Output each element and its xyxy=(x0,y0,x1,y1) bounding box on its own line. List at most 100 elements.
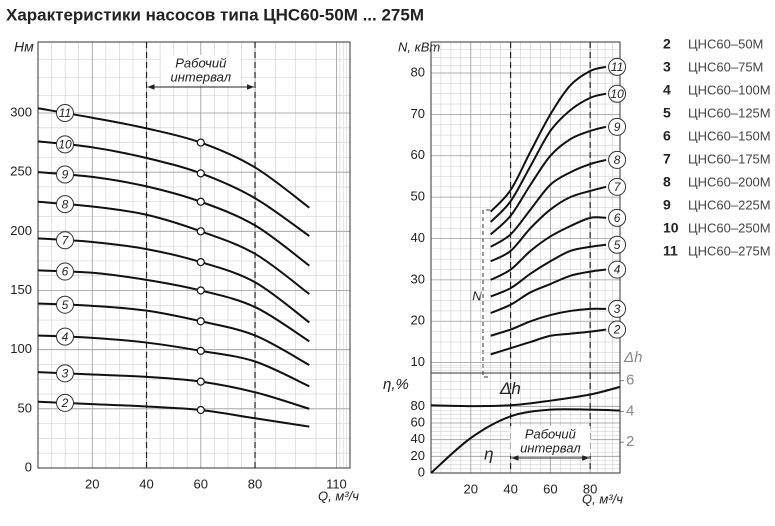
annotation-bg xyxy=(160,55,241,85)
series-label-bg xyxy=(608,260,627,279)
y-tick-label: 200 xyxy=(10,223,32,238)
series-label-bg xyxy=(608,150,627,169)
series-label: 10 xyxy=(58,138,72,152)
series-label: 2 xyxy=(61,396,69,410)
page-title: Характеристики насосов типа ЦНС60-50М ..… xyxy=(6,5,424,24)
y-tick-label: 60 xyxy=(411,414,425,429)
y-tick-label: 150 xyxy=(10,282,32,297)
curve xyxy=(490,328,607,356)
x-tick-label: 20 xyxy=(85,476,99,491)
y-tick-label: 30 xyxy=(411,271,425,286)
series-label: 6 xyxy=(614,211,621,225)
legend-name: ЦНС60–125М xyxy=(688,105,771,120)
curve xyxy=(37,269,310,343)
series-label-bg xyxy=(56,364,74,383)
curve xyxy=(37,371,310,410)
annotation: интервал xyxy=(170,69,231,84)
series-label: 11 xyxy=(59,106,71,120)
series-label: 6 xyxy=(62,265,69,279)
annotation: интервал xyxy=(520,440,581,455)
series-label-bg xyxy=(56,231,74,250)
series-label-bg xyxy=(56,195,74,214)
series-label-bg xyxy=(608,84,627,103)
curve xyxy=(490,307,607,337)
series-label-bg xyxy=(608,177,627,196)
legend-name: ЦНС60–250М xyxy=(688,220,771,235)
curve xyxy=(37,237,310,324)
series-label-bg xyxy=(608,57,627,76)
series-label: 11 xyxy=(611,60,623,74)
legend-number: 11 xyxy=(663,243,678,259)
legend-number: 7 xyxy=(663,151,671,167)
series-label-bg xyxy=(56,135,74,154)
legend-number: 6 xyxy=(663,128,671,144)
series-label-bg xyxy=(56,262,74,281)
y2-tick-label: 6 xyxy=(626,372,634,389)
legend-name: ЦНС60–175М xyxy=(688,151,771,166)
series-label: 10 xyxy=(610,87,624,101)
annotation-bg xyxy=(510,426,591,456)
y-axis-label: Hм xyxy=(14,39,34,55)
y2-tick-label: 4 xyxy=(626,402,634,419)
x-tick-label: 40 xyxy=(503,481,517,496)
x-tick-label: 80 xyxy=(583,481,597,496)
x-tick-label: 20 xyxy=(464,481,478,496)
y-tick-label: 50 xyxy=(18,400,32,415)
curve xyxy=(430,385,621,408)
curve xyxy=(430,408,621,474)
series-label: 9 xyxy=(62,168,69,182)
series-label: 3 xyxy=(614,302,621,316)
point-marker xyxy=(196,138,205,147)
series-label: 4 xyxy=(62,330,69,344)
legend-number: 8 xyxy=(663,174,671,190)
x-tick-label: 40 xyxy=(139,476,153,491)
y-axis-label: N, кВт xyxy=(398,39,440,54)
series-label-bg xyxy=(56,393,74,412)
legend-name: ЦНС60–200М xyxy=(688,174,771,189)
plot-frame xyxy=(37,41,351,469)
legend-name: ЦНС60–75М xyxy=(688,59,763,74)
point-marker xyxy=(196,346,205,355)
curve xyxy=(489,65,607,213)
x-tick-label: 60 xyxy=(194,476,208,491)
series-label-bg xyxy=(56,295,74,314)
series-label-bg xyxy=(608,235,627,254)
legend-number: 4 xyxy=(663,82,671,98)
x-axis-label: Q, м³/ч xyxy=(582,491,623,506)
y-tick-label: 40 xyxy=(411,230,425,245)
curve xyxy=(37,107,310,209)
series-label: η xyxy=(484,444,493,463)
y-tick-label: 0 xyxy=(418,464,425,479)
legend-number: 5 xyxy=(663,105,671,121)
series-label: 5 xyxy=(62,298,69,312)
legend-name: ЦНС60–275М xyxy=(688,243,771,258)
y2-axis-label: Δh xyxy=(623,349,642,366)
plot-frame xyxy=(430,372,621,474)
series-label: 4 xyxy=(614,263,621,277)
bracket-label: N xyxy=(472,288,482,303)
series-label-bg xyxy=(608,208,627,227)
annotation: Рабочий xyxy=(525,426,576,441)
curve xyxy=(37,302,310,366)
y-tick-label: 70 xyxy=(411,106,425,121)
y-tick-label: 80 xyxy=(411,64,425,79)
legend-number: 2 xyxy=(663,36,671,52)
legend-number: 9 xyxy=(663,197,671,213)
series-label: 8 xyxy=(62,197,69,211)
curve xyxy=(37,140,310,237)
y-tick-label: 50 xyxy=(411,189,425,204)
y-tick-label: 60 xyxy=(411,147,425,162)
series-label: 8 xyxy=(614,153,621,167)
point-marker xyxy=(196,405,205,415)
curve xyxy=(489,92,607,223)
y-tick-label: 10 xyxy=(411,354,425,369)
series-label: 9 xyxy=(614,120,621,134)
y-tick-label: 40 xyxy=(411,431,425,446)
curve xyxy=(37,334,310,388)
y-tick-label: 20 xyxy=(411,448,425,463)
curve xyxy=(490,158,607,248)
series-label: 3 xyxy=(62,366,69,380)
x-tick-label: 110 xyxy=(326,476,347,491)
series-label: 2 xyxy=(613,323,621,337)
